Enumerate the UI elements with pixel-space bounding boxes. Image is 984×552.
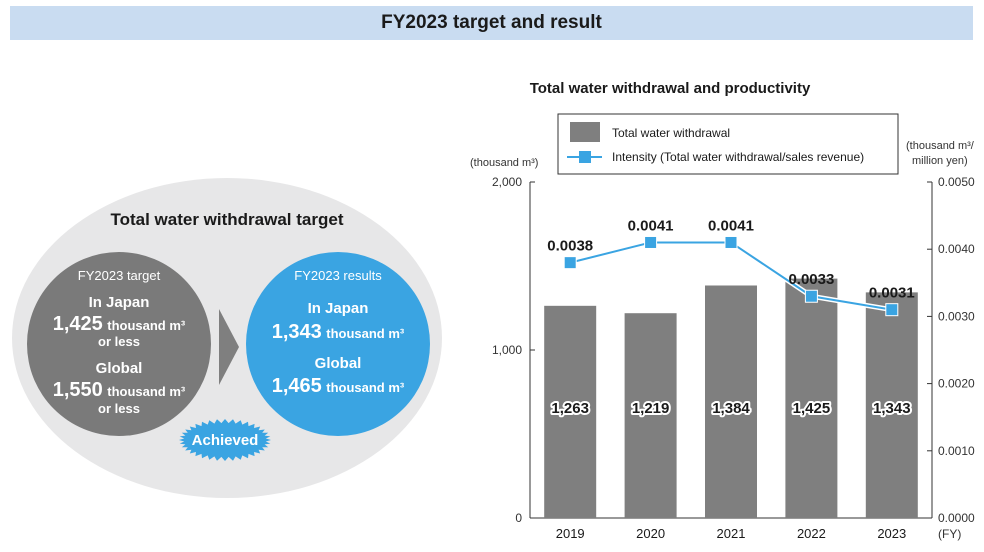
left-axis-tick-label: 1,000: [492, 343, 522, 357]
chart-legend: Total water withdrawal Intensity (Total …: [557, 113, 899, 175]
bar: [785, 278, 838, 518]
right-axis-tick-label: 0.0030: [938, 309, 975, 323]
intensity-marker: [644, 235, 658, 249]
results-japan-value: 1,343: [271, 321, 322, 343]
target-global-unit: thousand m³: [107, 384, 186, 399]
right-axis-tick-label: 0.0020: [938, 377, 975, 391]
results-global-value: 1,465: [271, 375, 322, 397]
right-axis-tick-label: 0.0040: [938, 242, 975, 256]
target-heading: FY2023 target: [77, 268, 161, 283]
target-global-label: Global: [95, 360, 143, 377]
x-axis-unit: (FY): [938, 527, 961, 541]
left-axis-tick-label: 2,000: [492, 175, 522, 189]
results-global-label: Global: [314, 355, 362, 372]
target-japan-label: In Japan: [88, 294, 150, 311]
intensity-marker: [804, 289, 818, 303]
results-circle: FY2023 results In Japan 1,343 thousand m…: [246, 252, 430, 436]
target-japan-row: 1,425 thousand m³: [27, 313, 211, 336]
bar-data-label: 1,263: [551, 400, 589, 417]
intensity-data-label: 0.0041: [708, 217, 754, 234]
chart-title: Total water withdrawal and productivity: [529, 80, 811, 97]
right-axis-tick-label: 0.0050: [938, 175, 975, 189]
target-japan-unit: thousand m³: [107, 318, 186, 333]
left-axis-tick-label: 0: [515, 511, 522, 525]
intensity-data-label: 0.0031: [869, 285, 915, 302]
results-japan-unit: thousand m³: [326, 326, 405, 341]
bar-data-label: 1,219: [632, 400, 670, 417]
x-tick-label: 2020: [636, 526, 665, 541]
target-circle: FY2023 target In Japan 1,425 thousand m³…: [27, 252, 211, 436]
x-tick-label: 2023: [877, 526, 906, 541]
target-global-value: 1,550: [52, 379, 103, 401]
arrow-right-icon: [219, 309, 239, 385]
legend-bar-label: Total water withdrawal: [612, 126, 730, 140]
results-global-unit: thousand m³: [326, 380, 405, 395]
target-global-row: 1,550 thousand m³: [27, 379, 211, 402]
target-japan-qualifier: or less: [98, 334, 140, 349]
intensity-marker: [724, 235, 738, 249]
water-chart: Total water withdrawal Intensity (Total …: [470, 113, 975, 541]
header-bar: FY2023 target and result: [10, 6, 973, 40]
bar: [544, 305, 597, 518]
results-heading: FY2023 results: [294, 268, 382, 283]
bar-data-label: 1,425: [793, 400, 831, 417]
bar: [705, 285, 757, 518]
target-global-qualifier: or less: [98, 401, 140, 416]
bar-data-label: 1,343: [873, 400, 911, 417]
results-japan-label: In Japan: [307, 300, 369, 317]
badge-starburst-icon: [179, 419, 271, 461]
results-global-row: 1,465 thousand m³: [246, 375, 430, 398]
target-japan-value: 1,425: [52, 313, 103, 335]
intensity-data-label: 0.0041: [628, 217, 674, 234]
bar-data-label: 1,384: [712, 400, 750, 417]
right-axis-unit-line2: million yen): [912, 155, 968, 167]
intensity-marker: [563, 256, 577, 270]
bar: [865, 292, 918, 518]
target-panel-title: Total water withdrawal target: [110, 210, 344, 229]
page-title: FY2023 target and result: [381, 12, 602, 33]
intensity-data-label: 0.0038: [547, 238, 593, 255]
right-axis-tick-label: 0.0000: [938, 511, 975, 525]
legend-line-marker: [579, 151, 591, 163]
intensity-marker: [885, 303, 899, 317]
bar: [624, 313, 677, 518]
right-axis-tick-label: 0.0010: [938, 444, 975, 458]
achieved-badge: Achieved: [179, 419, 271, 461]
x-tick-label: 2019: [556, 526, 585, 541]
legend-line-label: Intensity (Total water withdrawal/sales …: [612, 150, 864, 164]
results-japan-row: 1,343 thousand m³: [246, 321, 430, 344]
x-tick-label: 2021: [717, 526, 746, 541]
left-axis-unit: (thousand m³): [470, 157, 538, 169]
badge-label: Achieved: [192, 432, 259, 449]
legend-bar-swatch: [570, 122, 600, 142]
right-axis-unit-line1: (thousand m³/: [906, 140, 975, 152]
legend-box: [557, 113, 899, 175]
intensity-data-label: 0.0033: [788, 271, 834, 288]
x-tick-label: 2022: [797, 526, 826, 541]
